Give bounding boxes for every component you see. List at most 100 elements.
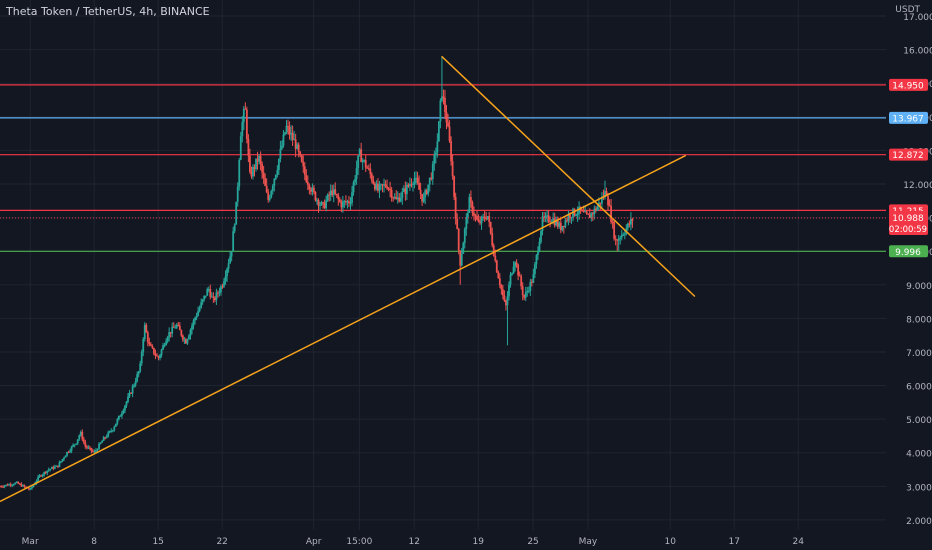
- candle-body: [89, 447, 91, 449]
- candle-body: [430, 177, 433, 180]
- candle-body: [261, 163, 264, 173]
- candle-body: [588, 214, 591, 219]
- candle-body: [460, 253, 463, 266]
- candle-body: [523, 295, 526, 298]
- candle-body: [506, 296, 509, 306]
- candle-body: [482, 216, 484, 218]
- candle-body: [399, 197, 402, 202]
- candle-body: [558, 222, 561, 227]
- candle-body: [195, 315, 198, 318]
- candle-body: [591, 213, 594, 215]
- candle-body: [448, 126, 451, 142]
- candle-body: [413, 178, 416, 184]
- candle-body: [290, 133, 292, 135]
- candle-body: [412, 183, 414, 185]
- candle-body: [55, 465, 58, 467]
- candle-body: [532, 274, 535, 283]
- candle-body: [192, 320, 195, 326]
- candle-body: [436, 141, 439, 153]
- candle-body: [9, 484, 12, 486]
- candle-body: [433, 155, 436, 164]
- candle-body: [605, 191, 608, 197]
- candle-body: [223, 281, 225, 287]
- level-price-tag-bg: [889, 111, 928, 124]
- candle-body: [471, 202, 474, 213]
- candle-body: [142, 338, 145, 353]
- candle-body: [431, 163, 434, 180]
- candle-body: [64, 455, 67, 458]
- candle-body: [6, 484, 9, 486]
- candle-body: [526, 290, 529, 293]
- candle-body: [424, 190, 427, 198]
- candle-body: [466, 212, 469, 218]
- candle-body: [415, 177, 417, 179]
- candle-body: [252, 166, 254, 177]
- candle-body: [259, 155, 262, 164]
- candle-body: [555, 220, 558, 226]
- candle-body: [601, 196, 603, 204]
- candle-body: [133, 384, 136, 387]
- candle-body: [521, 286, 524, 296]
- candle-body: [613, 222, 616, 239]
- candle-body: [533, 264, 536, 275]
- candle-body: [381, 184, 384, 186]
- candle-body: [309, 189, 312, 192]
- candle-body: [421, 194, 424, 202]
- candle-body: [361, 160, 364, 163]
- candle-body: [218, 292, 221, 294]
- candle-body: [338, 199, 341, 202]
- candle-body: [366, 167, 369, 169]
- candle-body: [293, 139, 296, 141]
- candle-body: [608, 205, 611, 207]
- candle-body: [401, 191, 404, 198]
- candle-body: [337, 195, 340, 200]
- candle-body: [8, 484, 11, 486]
- candle-body: [102, 437, 105, 441]
- candle-body: [14, 482, 17, 485]
- candle-body: [345, 201, 347, 203]
- y-tick-label: 5.000: [906, 416, 932, 426]
- y-tick-label: 6.000: [906, 383, 932, 393]
- candle-body: [210, 296, 213, 298]
- candle-body: [113, 426, 116, 431]
- candle-body: [122, 410, 125, 414]
- candle-body: [465, 217, 468, 230]
- candle-body: [355, 168, 358, 179]
- level-price-tag-bg: [889, 148, 928, 161]
- candle-body: [191, 325, 193, 330]
- candle-body: [166, 337, 169, 342]
- candle-body: [273, 178, 276, 187]
- candle-body: [450, 141, 452, 162]
- candle-body: [418, 182, 420, 190]
- candle-body: [40, 475, 43, 477]
- candle-body: [17, 481, 20, 484]
- candle-body: [212, 296, 215, 298]
- candle-body: [543, 216, 545, 219]
- candle-body: [354, 178, 356, 183]
- candle-body: [215, 292, 218, 301]
- candle-body: [116, 419, 119, 424]
- candle-body: [297, 144, 300, 152]
- candle-body: [69, 450, 71, 452]
- candle-body: [512, 266, 515, 274]
- candle-body: [623, 233, 626, 235]
- candle-body: [314, 192, 317, 201]
- candle-body: [81, 431, 84, 440]
- candle-body: [262, 172, 265, 178]
- candle-body: [194, 317, 196, 321]
- candle-body: [343, 201, 346, 203]
- candle-body: [151, 345, 154, 348]
- candle-body: [235, 201, 238, 225]
- candle-body: [221, 286, 224, 288]
- level-price-tag-bg: [889, 78, 928, 91]
- candle-body: [444, 97, 446, 113]
- candle-body: [169, 332, 172, 334]
- candle-body: [15, 481, 18, 483]
- candle-body: [79, 431, 82, 436]
- candle-body: [328, 194, 331, 196]
- x-tick-label: 15: [152, 537, 163, 547]
- candle-body: [311, 187, 314, 192]
- candle-body: [476, 216, 478, 220]
- candle-body: [168, 332, 171, 338]
